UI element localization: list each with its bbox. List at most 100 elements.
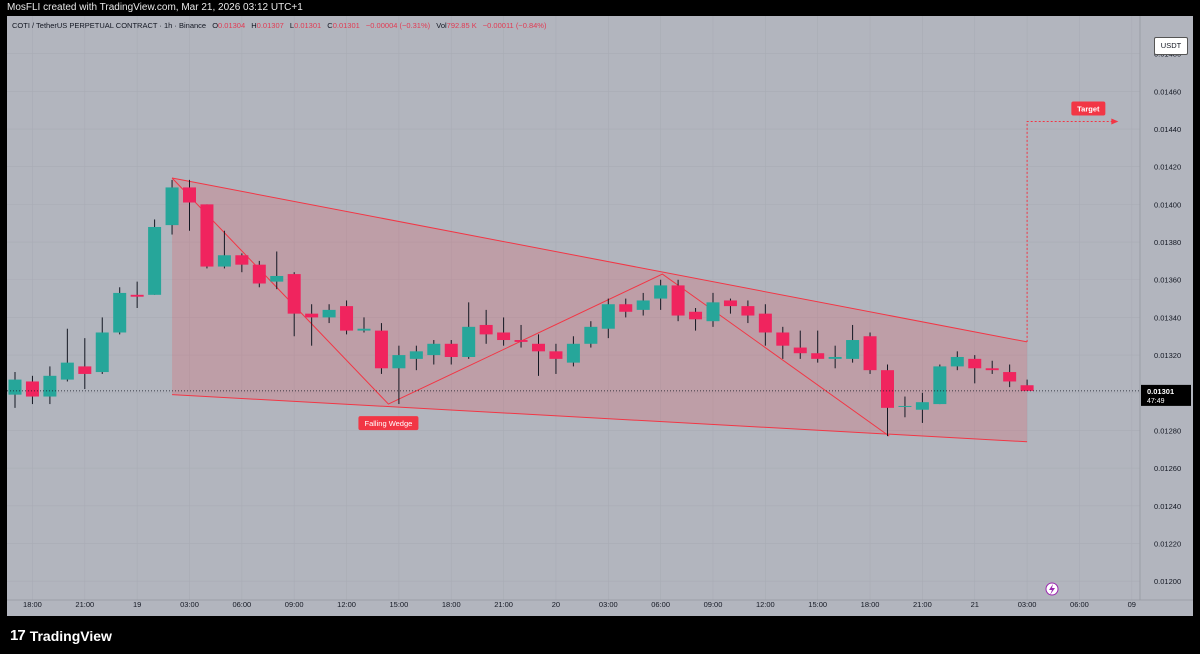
x-tick-label: 19 xyxy=(133,600,141,609)
candle-body xyxy=(113,292,127,333)
candle-body xyxy=(357,328,371,331)
x-tick-label: 03:00 xyxy=(1018,600,1037,609)
candle-body xyxy=(25,381,39,397)
candle xyxy=(881,364,894,437)
candle xyxy=(340,300,354,335)
wedge-label-bg xyxy=(358,416,419,431)
candle xyxy=(392,345,406,405)
legend-open: 0.01304 xyxy=(218,21,246,30)
legend-vol-label: Vol xyxy=(436,21,447,30)
candle-body xyxy=(322,309,336,318)
y-tick-label: 0.01220 xyxy=(1154,539,1181,548)
x-tick-label: 09:00 xyxy=(285,600,304,609)
candle-body xyxy=(950,356,964,367)
x-tick-label: 18:00 xyxy=(861,600,880,609)
candle xyxy=(25,375,39,405)
candle-body xyxy=(881,370,894,408)
candle xyxy=(462,302,476,359)
candle xyxy=(636,292,650,316)
candle-body xyxy=(811,353,825,359)
candle xyxy=(217,230,231,269)
footer: 17 TradingView xyxy=(0,616,1200,654)
candle-body xyxy=(915,402,929,410)
header-credit: MosFLI created with TradingView.com, Mar… xyxy=(7,2,303,13)
candle-body xyxy=(305,313,319,318)
candle-body xyxy=(758,313,772,333)
candle xyxy=(968,355,982,384)
legend-open-label: O xyxy=(212,21,219,30)
candle-body xyxy=(898,405,912,407)
x-tick-label: 12:00 xyxy=(756,600,775,609)
candle-body xyxy=(619,304,633,312)
x-tick-label: 21:00 xyxy=(913,600,932,609)
legend-close-label: C xyxy=(327,21,333,30)
candle-body xyxy=(60,362,74,380)
candle-body xyxy=(462,326,476,357)
candle xyxy=(811,330,825,363)
x-tick-label: 06:00 xyxy=(232,600,251,609)
x-tick-label: 15:00 xyxy=(390,600,409,609)
last-price-tag-bg xyxy=(1141,384,1191,406)
candle xyxy=(654,279,668,310)
candle xyxy=(741,300,755,324)
candle-body xyxy=(8,379,22,395)
candle xyxy=(950,351,964,371)
candle-body xyxy=(985,368,999,371)
lightning-icon-bolt xyxy=(1049,584,1055,595)
candle xyxy=(60,328,74,382)
candle-body xyxy=(427,343,441,356)
candle xyxy=(148,219,162,295)
x-tick-label: 09 xyxy=(1128,600,1136,609)
y-tick-label: 0.01400 xyxy=(1154,200,1181,209)
tradingview-brand[interactable]: 17 TradingView xyxy=(10,627,112,644)
candle xyxy=(584,321,598,348)
y-tick-label: 0.01460 xyxy=(1154,87,1181,96)
candle-body xyxy=(514,340,528,342)
candle xyxy=(985,360,999,374)
candle xyxy=(322,304,336,324)
legend-symbol[interactable]: COTI / TetherUS PERPETUAL CONTRACT · 1h … xyxy=(12,21,207,30)
candle xyxy=(514,324,528,348)
candle-body xyxy=(846,340,860,359)
candle xyxy=(78,338,92,390)
candle xyxy=(689,308,703,331)
candle-body xyxy=(374,330,388,369)
candle-body xyxy=(636,300,650,310)
candle xyxy=(758,304,772,346)
lightning-icon xyxy=(1045,582,1059,596)
chart-canvas[interactable]: Falling Wedge Target 0.01200 0.01220 0.0124… xyxy=(7,16,1193,616)
candle-body xyxy=(165,187,179,226)
legend-low-label: L xyxy=(289,21,295,30)
legend-close: 0.01301 xyxy=(332,21,360,30)
currency-button[interactable]: USDT xyxy=(1154,37,1188,55)
legend-change: −0.00004 (−0.31%) xyxy=(365,21,431,30)
candle-body xyxy=(1003,372,1017,382)
chart-frame[interactable]: Falling Wedge Target 0.01200 0.01220 0.0124… xyxy=(7,16,1193,616)
candle xyxy=(235,253,249,273)
candle-body xyxy=(270,275,284,282)
candle-body xyxy=(566,343,580,363)
candle-body xyxy=(776,332,790,346)
wedge-label: Falling Wedge xyxy=(358,416,419,431)
candle-body xyxy=(968,358,982,369)
symbol-legend: COTI / TetherUS PERPETUAL CONTRACT · 1h … xyxy=(12,21,546,30)
candle xyxy=(8,372,22,408)
candle xyxy=(165,179,179,235)
x-tick-label: 20 xyxy=(552,600,560,609)
candle-body xyxy=(549,351,563,359)
candle-body xyxy=(671,285,685,316)
target-label-text: Target xyxy=(1077,104,1100,113)
candle-body xyxy=(654,285,668,299)
candle xyxy=(183,179,196,231)
y-tick-label: 0.01200 xyxy=(1154,577,1181,586)
y-tick-label: 0.01320 xyxy=(1154,351,1181,360)
candle-body xyxy=(741,306,755,316)
candle-body xyxy=(78,366,92,374)
candle xyxy=(479,309,493,344)
candle-body xyxy=(828,356,842,359)
candle xyxy=(828,345,842,369)
candle xyxy=(130,281,144,308)
target-arrow-icon xyxy=(1111,118,1119,125)
candle-body xyxy=(584,326,598,344)
y-tick-label: 0.01440 xyxy=(1154,125,1181,134)
